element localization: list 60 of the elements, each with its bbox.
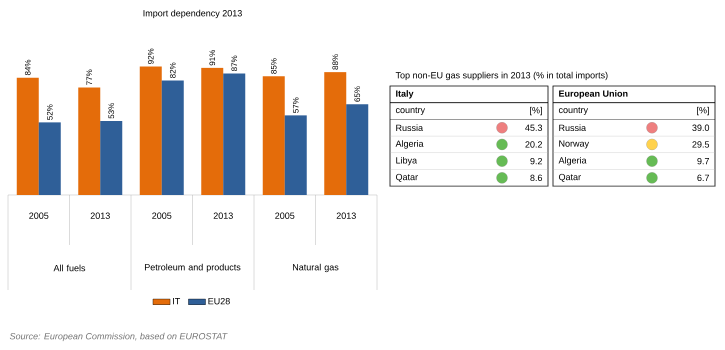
- bar: [140, 66, 162, 195]
- bar: [346, 104, 368, 195]
- bar: [78, 87, 100, 195]
- data-label: 92%: [148, 48, 154, 64]
- data-label: 88%: [332, 54, 338, 70]
- bar: [201, 68, 224, 195]
- data-label: 57%: [292, 97, 299, 113]
- text: Top non-EU gas suppliers in 2013 (% in total imports): [396, 72, 608, 80]
- x-tick-label: 2013: [336, 212, 356, 219]
- text: 29.5: [692, 141, 710, 148]
- text: Qatar: [396, 174, 418, 182]
- text: country: [396, 107, 426, 115]
- text: Algeria: [396, 140, 424, 149]
- bar: [324, 72, 346, 195]
- data-label: 53%: [108, 103, 114, 118]
- text: 20.2: [525, 141, 542, 148]
- text: Natural gas: [292, 264, 338, 272]
- x-tick-label: 2013: [214, 212, 233, 219]
- bar: [223, 74, 246, 195]
- bar: [100, 120, 122, 195]
- text: Italy: [396, 90, 414, 99]
- text: Russia: [559, 124, 586, 132]
- text: 8.6: [530, 174, 542, 182]
- data-label: 52%: [46, 104, 53, 120]
- text: Qatar: [558, 174, 581, 182]
- text: All fuels: [54, 264, 86, 272]
- x-tick-label: 2005: [29, 212, 48, 219]
- data-label: 91%: [209, 50, 216, 66]
- text: Algeria: [558, 156, 587, 166]
- data-label: 85%: [270, 58, 277, 74]
- text: 6.7: [697, 174, 710, 182]
- bar: [16, 78, 39, 195]
- text: 39.0: [692, 124, 710, 131]
- text: Libya: [396, 156, 418, 166]
- text: Petroleum and products: [144, 264, 240, 272]
- legend-label: EU28: [208, 298, 230, 304]
- text: 45.3: [525, 124, 542, 131]
- legend-label: IT: [173, 298, 180, 304]
- data-label: 87%: [231, 56, 238, 71]
- text: Russia: [396, 124, 424, 132]
- data-label: 82%: [170, 62, 176, 78]
- bar: [284, 115, 307, 195]
- data-label: 65%: [354, 86, 360, 102]
- bar: [38, 122, 61, 195]
- data-label: 77%: [86, 70, 92, 85]
- text: European Union: [559, 90, 628, 99]
- x-tick-label: 2005: [275, 212, 294, 219]
- bar: [262, 76, 285, 195]
- x-tick-label: 2013: [90, 212, 110, 219]
- text: 9.2: [530, 158, 542, 164]
- x-tick-label: 2005: [152, 212, 172, 219]
- data-label: 84%: [24, 60, 31, 76]
- bar: [162, 80, 184, 195]
- source-note: Source: European Commission, based on EUROSTAT: [10, 332, 228, 342]
- text: 9.7: [697, 158, 710, 164]
- text: country: [558, 107, 588, 115]
- chart-title: Import dependency 2013: [144, 10, 242, 18]
- text: [%]: [697, 106, 709, 116]
- text: [%]: [530, 106, 542, 116]
- text: Norway: [559, 140, 590, 148]
